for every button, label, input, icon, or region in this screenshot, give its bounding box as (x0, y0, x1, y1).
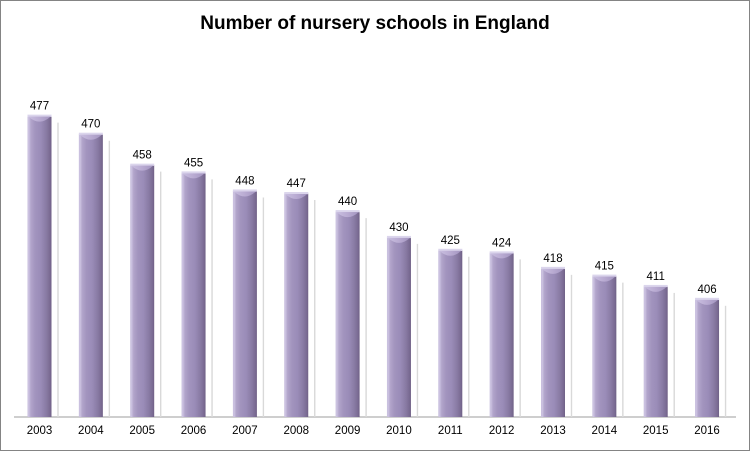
category-label: 2011 (438, 425, 463, 437)
value-label: 458 (133, 150, 152, 162)
bar-cap-flap (542, 268, 564, 274)
bar-group: 447 2008 (283, 178, 316, 437)
category-label: 2015 (643, 425, 669, 437)
value-label: 425 (441, 235, 460, 247)
bar-group: 448 2007 (232, 175, 265, 437)
bar-cap-band (592, 274, 617, 277)
category-label: 2014 (592, 425, 618, 437)
category-label: 2016 (694, 425, 720, 437)
bar-cap-flap (593, 276, 616, 282)
category-label: 2006 (181, 425, 207, 437)
value-label: 455 (184, 157, 203, 169)
value-label: 440 (338, 196, 357, 208)
bar (541, 268, 565, 417)
bar-cap-flap (285, 194, 308, 200)
bar-cap-band (27, 114, 52, 117)
value-label: 477 (30, 101, 49, 113)
value-label: 418 (543, 253, 562, 265)
category-label: 2007 (232, 425, 258, 437)
bar-cap-band (438, 248, 463, 251)
bar-cap-flap (336, 212, 359, 218)
bar-cap-flap (28, 116, 51, 122)
bar (386, 237, 411, 417)
bar (335, 211, 360, 417)
category-label: 2003 (27, 425, 53, 437)
bar-cap-flap (233, 191, 256, 197)
category-label: 2009 (335, 425, 361, 437)
bar-cap-flap (696, 299, 719, 305)
bar-group: 430 2010 (386, 222, 419, 437)
bar-cap-band (78, 132, 103, 135)
bar-cap-flap (131, 165, 154, 171)
value-label: 406 (697, 284, 716, 296)
value-label: 447 (287, 178, 306, 190)
bar (438, 250, 463, 417)
bar-group: 458 2005 (129, 150, 162, 437)
bar (695, 299, 720, 417)
bar-cap-flap (439, 250, 462, 256)
bar-cap-flap (387, 237, 410, 243)
category-label: 2010 (386, 425, 412, 437)
bar-cap-flap (79, 134, 102, 140)
bar-group: 406 2016 (694, 284, 727, 437)
bar-cap-flap (644, 286, 667, 292)
category-label: 2013 (540, 425, 566, 437)
bar (489, 252, 514, 417)
bar (643, 286, 668, 417)
bar-cap-band (284, 192, 309, 195)
bar-group: 440 2009 (335, 196, 367, 437)
value-label: 430 (389, 222, 408, 234)
bar-cap-flap (490, 253, 513, 259)
value-label: 424 (492, 237, 512, 249)
bar (27, 116, 52, 417)
bar-cap-band (489, 251, 514, 254)
bar-group: 418 2013 (540, 253, 573, 437)
bar-cap-band (695, 297, 720, 301)
bar-cap-band (643, 284, 668, 288)
bar-group: 425 2011 (438, 235, 470, 437)
bar-cap-band (232, 189, 257, 192)
value-label: 448 (235, 175, 254, 187)
bar-group: 470 2004 (78, 119, 111, 437)
bar (130, 165, 155, 417)
category-label: 2004 (78, 425, 104, 437)
value-label: 411 (647, 271, 665, 283)
bar (284, 193, 309, 417)
bar (232, 190, 257, 417)
category-label: 2005 (129, 425, 155, 437)
bar (592, 276, 617, 417)
bar-cap-flap (182, 173, 205, 179)
category-label: 2008 (283, 425, 309, 437)
value-label: 470 (81, 119, 100, 131)
bar-group: 477 2003 (27, 101, 59, 437)
bar (78, 134, 103, 417)
bar-group: 424 2012 (489, 237, 521, 437)
bar-cap-band (130, 163, 155, 166)
bar-group: 415 2014 (592, 261, 624, 437)
bar-group: 411 2015 (643, 271, 675, 437)
value-label: 415 (595, 261, 614, 273)
bar-cap-band (386, 235, 411, 239)
bar (181, 172, 206, 417)
bar-cap-band (181, 171, 206, 174)
chart-title: Number of nursery schools in England (200, 13, 550, 34)
bar-cap-band (335, 210, 360, 213)
category-label: 2012 (489, 425, 515, 437)
bar-group: 455 2006 (181, 157, 213, 437)
bar-cap-band (541, 266, 565, 270)
